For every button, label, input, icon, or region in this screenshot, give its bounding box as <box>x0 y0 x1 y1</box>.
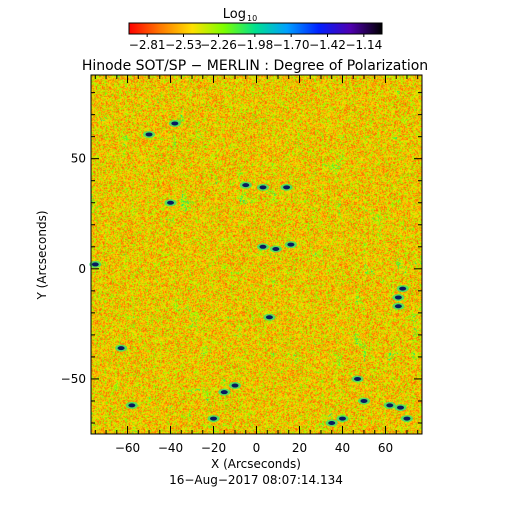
x-axis: −60 −40 −20 0 20 40 60 <box>94 75 419 455</box>
dark-feature <box>265 315 273 320</box>
dark-feature <box>272 246 280 251</box>
colorbar <box>128 22 383 35</box>
dark-feature <box>287 242 295 247</box>
colorbar-label: Log <box>223 7 246 22</box>
dark-feature <box>386 403 394 408</box>
dark-feature <box>360 398 368 403</box>
dark-feature <box>91 262 99 267</box>
colorbar-tick-label: −2.53 <box>165 38 202 52</box>
heatmap-image <box>91 75 422 434</box>
dark-feature <box>231 383 239 388</box>
x-tick-label: −40 <box>158 441 183 455</box>
x-tick-label: −60 <box>115 441 140 455</box>
y-tick-label: −50 <box>61 372 86 386</box>
colorbar-tick-label: −1.14 <box>345 38 382 52</box>
dark-feature <box>117 346 125 351</box>
dark-feature <box>403 416 411 421</box>
x-tick-label: 0 <box>253 441 261 455</box>
dark-feature <box>328 420 336 425</box>
x-tick-label: 40 <box>335 441 350 455</box>
dark-feature <box>210 416 218 421</box>
colorbar-tick-label: −1.42 <box>309 38 346 52</box>
colorbar-tick-label: −2.26 <box>200 38 237 52</box>
dark-features <box>89 119 413 427</box>
colorbar-ticks: −2.81 −2.53−2.26 −1.98 −1.70 −1.42 −1.14 <box>129 34 382 52</box>
colorbar-tick-label: −1.70 <box>273 38 310 52</box>
heatmap <box>91 75 422 434</box>
dark-feature <box>128 403 136 408</box>
x-axis-label: X (Arcseconds) <box>211 457 301 471</box>
dark-feature <box>354 376 362 381</box>
dark-feature <box>283 185 291 190</box>
dark-feature <box>145 132 153 137</box>
x-tick-label: 20 <box>292 441 307 455</box>
x-tick-label: −20 <box>201 441 226 455</box>
dark-feature <box>399 286 407 291</box>
dark-feature <box>338 416 346 421</box>
dark-feature <box>171 121 179 126</box>
dark-feature <box>259 244 267 249</box>
chart-title: Hinode SOT/SP − MERLIN : Degree of Polar… <box>82 58 428 74</box>
dark-feature <box>394 295 402 300</box>
dark-feature <box>242 183 250 188</box>
dark-feature <box>394 304 402 309</box>
colorbar-tick-label: −1.98 <box>236 38 273 52</box>
x-tick-label: 60 <box>378 441 393 455</box>
dark-feature <box>220 390 228 395</box>
colorbar-tick-label: −2.81 <box>129 38 166 52</box>
y-axis: −50 0 50 <box>61 92 422 424</box>
dark-feature <box>397 405 405 410</box>
y-tick-label: 50 <box>71 152 86 166</box>
y-tick-label: 0 <box>78 262 86 276</box>
y-axis-label: Y (Arcseconds) <box>35 210 49 300</box>
dark-feature <box>259 185 267 190</box>
timestamp: 16−Aug−2017 08:07:14.134 <box>169 473 343 487</box>
colorbar-label-subscript: 10 <box>247 14 257 23</box>
dark-feature <box>167 200 175 205</box>
